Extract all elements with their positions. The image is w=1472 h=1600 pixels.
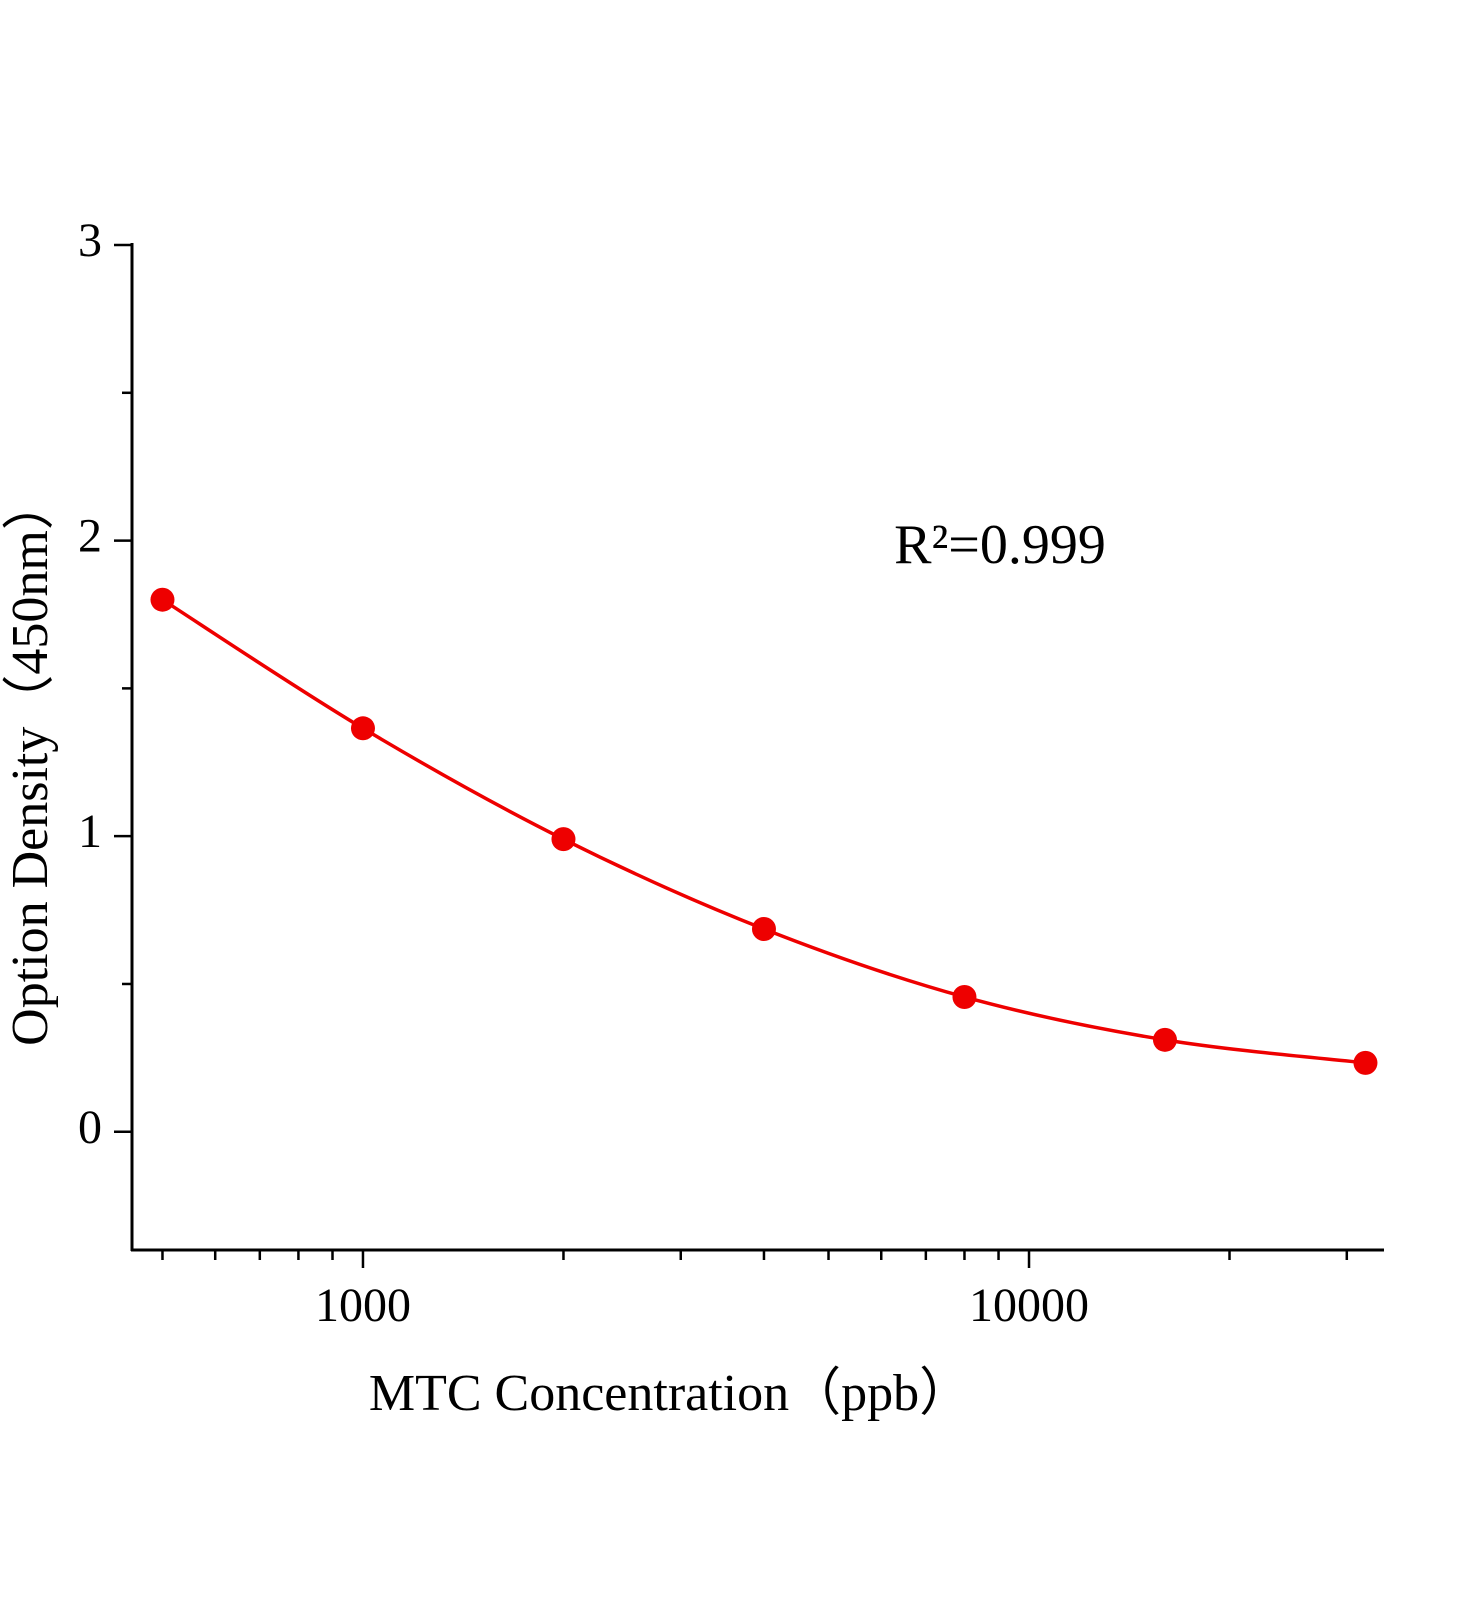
data-point	[551, 827, 576, 852]
y-tick-label: 1	[78, 805, 102, 858]
fit-line	[161, 598, 1366, 1065]
data-point	[1152, 1027, 1177, 1052]
y-tick-label: 0	[78, 1101, 102, 1154]
x-tick-label: 10000	[969, 1279, 1089, 1332]
data-point	[350, 716, 375, 741]
data-point	[150, 587, 175, 612]
data-point	[952, 984, 977, 1009]
y-tick-label: 2	[78, 510, 102, 563]
y-tick-label: 3	[78, 214, 102, 267]
x-axis-label: MTC Concentration（ppb）	[369, 1365, 971, 1422]
data-point	[751, 916, 776, 941]
annotation: R²=0.999	[894, 514, 1106, 576]
data-point	[1353, 1050, 1378, 1075]
y-axis-label: Option Density（450nm）	[2, 478, 59, 1046]
x-tick-label: 1000	[315, 1279, 411, 1332]
